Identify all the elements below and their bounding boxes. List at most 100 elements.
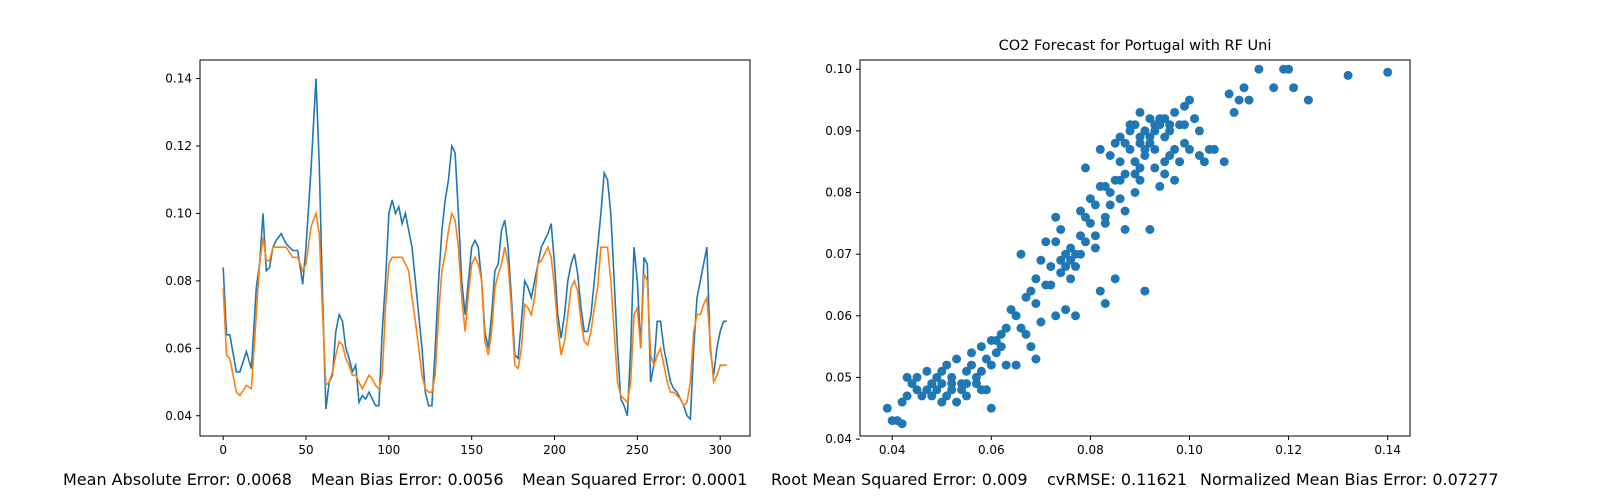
scatter-point (1090, 243, 1100, 253)
scatter-point (1061, 249, 1071, 259)
line-chart-y-ticks: 0.04 0.06 0.08 0.10 0.12 0.14 (165, 72, 200, 423)
scatter-point (1115, 175, 1125, 185)
scatter-point (932, 385, 942, 395)
scatter-point (1185, 144, 1194, 154)
scatter-point (1081, 212, 1090, 222)
scatter-point (917, 391, 927, 401)
scatter-point (1194, 126, 1204, 136)
scatter-point (1076, 231, 1085, 241)
scatter-point (1100, 212, 1110, 222)
scatter-point (922, 366, 932, 376)
scatter-point (1006, 305, 1016, 315)
scatter-point (1145, 225, 1155, 234)
y-tick-label: 0.07 (825, 247, 852, 261)
x-tick-label: 200 (543, 443, 566, 457)
scatter-point (1170, 107, 1180, 117)
scatter-point (986, 336, 996, 345)
scatter-point (1105, 188, 1115, 197)
scatter-point (1185, 95, 1194, 105)
scatter-point (1180, 120, 1189, 130)
scatter-point (1130, 169, 1140, 179)
metric-normalized-mean-bias-error: Normalized Mean Bias Error: 0.07277 (1200, 470, 1499, 489)
scatter-point (1145, 114, 1155, 124)
scatter-point (1219, 157, 1229, 167)
scatter-point (1085, 194, 1095, 204)
line-series-2 (222, 210, 727, 408)
scatter-point (1125, 126, 1135, 136)
scatter-point (1021, 329, 1031, 339)
scatter-point (1001, 360, 1011, 370)
scatter-point (1120, 225, 1130, 234)
y-tick-label: 0.10 (165, 206, 192, 220)
scatter-point (1284, 64, 1294, 74)
scatter-point (882, 403, 892, 413)
scatter-point (1160, 132, 1170, 142)
scatter-point (1090, 231, 1100, 241)
scatter-point (1041, 237, 1051, 247)
scatter-point (912, 385, 922, 395)
scatter-point (1234, 95, 1244, 105)
x-tick-label: 0.12 (1275, 443, 1302, 457)
y-tick-label: 0.08 (825, 186, 852, 200)
scatter-point (927, 379, 937, 389)
scatter-point (1269, 83, 1279, 93)
scatter-point (942, 360, 952, 370)
scatter-chart-axes-frame (859, 59, 1411, 437)
scatter-point (952, 354, 962, 364)
scatter-point (986, 403, 996, 413)
scatter-point (937, 397, 947, 407)
line-series-1 (222, 78, 727, 421)
scatter-point (1056, 255, 1066, 265)
scatter-point (1303, 95, 1313, 105)
y-tick-label: 0.05 (825, 370, 852, 384)
scatter-point (927, 391, 937, 401)
scatter-point (971, 372, 981, 382)
line-chart-x-ticks: 0 50 100 150 200 250 300 (219, 436, 732, 457)
scatter-point (947, 372, 957, 382)
metric-mean-absolute-error: Mean Absolute Error: 0.0068 (63, 470, 292, 489)
scatter-point (902, 391, 912, 401)
scatter-point (1036, 317, 1046, 327)
scatter-point (1170, 144, 1180, 154)
scatter-point (1150, 144, 1160, 154)
metric-mean-squared-error: Mean Squared Error: 0.0001 (522, 470, 747, 489)
scatter-point (1289, 83, 1299, 93)
scatter-point (1046, 262, 1056, 271)
scatter-point (1061, 262, 1071, 271)
scatter-point (1110, 138, 1120, 148)
x-tick-label: 0 (219, 443, 227, 457)
scatter-point (1130, 120, 1140, 130)
scatter-point (922, 385, 932, 395)
scatter-point (1105, 200, 1115, 210)
x-tick-label: 150 (460, 443, 483, 457)
scatter-point (942, 391, 952, 401)
scatter-point (1180, 138, 1189, 148)
y-tick-label: 0.04 (825, 432, 852, 446)
scatter-point (1125, 144, 1135, 154)
scatter-point (1100, 299, 1110, 308)
scatter-point (1081, 237, 1090, 247)
scatter-point (1026, 342, 1036, 352)
scatter-point (1081, 163, 1090, 173)
scatter-point (1016, 249, 1026, 259)
scatter-point (1165, 120, 1175, 130)
scatter-point (1011, 311, 1021, 321)
scatter-point (1095, 144, 1105, 154)
scatter-point (1175, 157, 1185, 167)
scatter-point (947, 385, 957, 395)
scatter-point (1150, 163, 1160, 173)
scatter-point (1135, 163, 1145, 173)
x-tick-label: 0.10 (1176, 443, 1203, 457)
x-tick-label: 0.06 (978, 443, 1005, 457)
scatter-point (1115, 157, 1125, 167)
scatter-point (1026, 286, 1036, 296)
scatter-point (1016, 323, 1026, 333)
scatter-point (897, 397, 907, 407)
scatter-point (1140, 144, 1150, 154)
scatter-point (1110, 274, 1120, 284)
scatter-point (1224, 89, 1234, 99)
scatter-point (1254, 64, 1264, 74)
scatter-point (1229, 107, 1239, 117)
scatter-point (1170, 175, 1180, 185)
